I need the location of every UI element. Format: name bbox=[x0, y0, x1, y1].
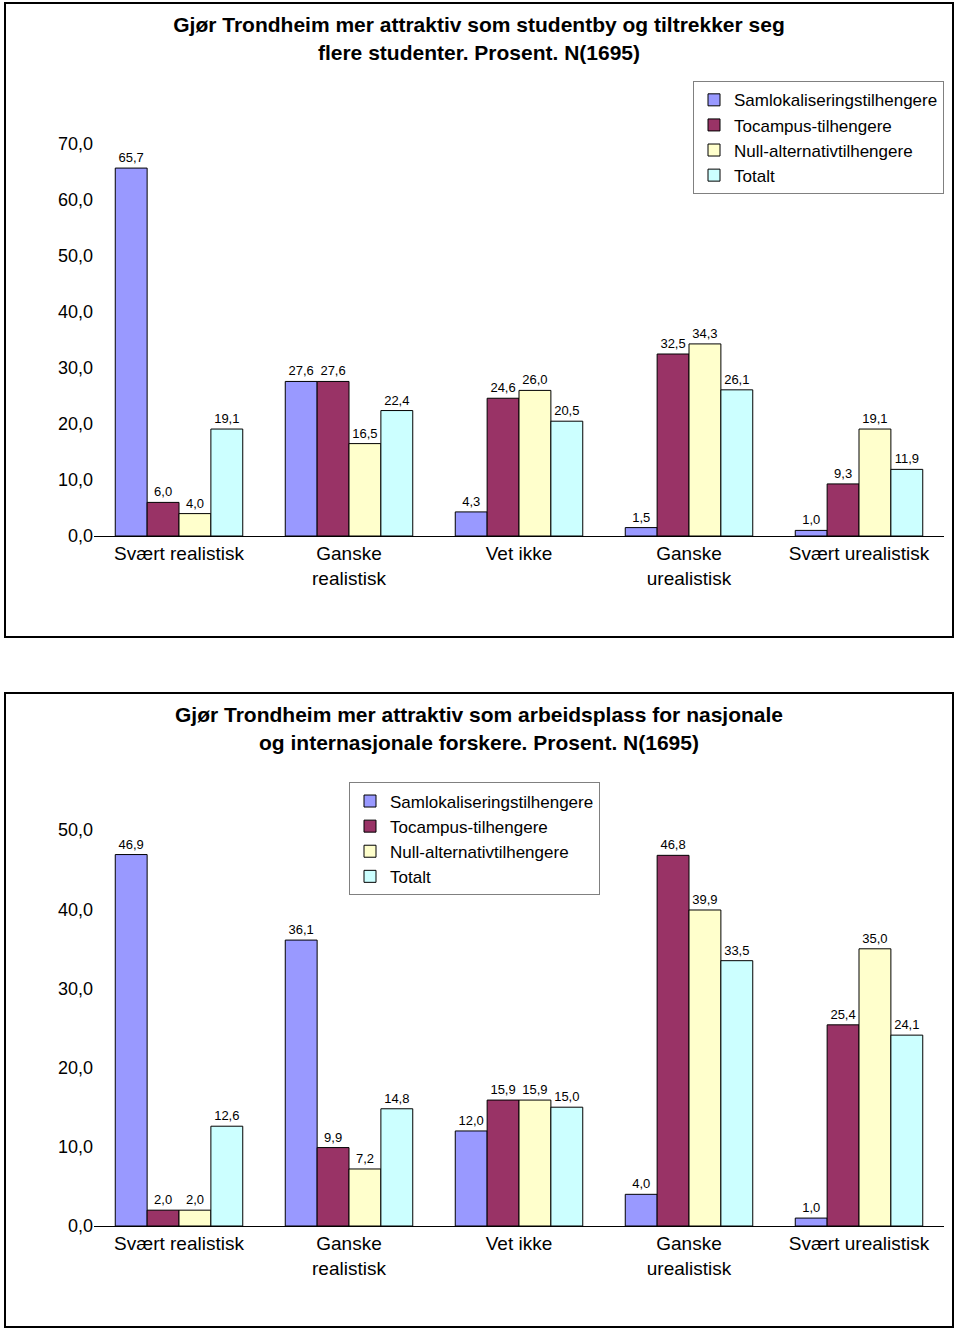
svg-text:20,0: 20,0 bbox=[58, 1058, 93, 1078]
svg-text:Null-alternativtilhengere: Null-alternativtilhengere bbox=[734, 142, 913, 161]
svg-text:Svært realistisk: Svært realistisk bbox=[114, 1233, 244, 1254]
svg-text:14,8: 14,8 bbox=[384, 1091, 409, 1106]
svg-text:10,0: 10,0 bbox=[58, 1137, 93, 1157]
svg-text:32,5: 32,5 bbox=[660, 336, 685, 351]
svg-text:27,6: 27,6 bbox=[289, 363, 314, 378]
svg-text:Ganskerealistisk: Ganskerealistisk bbox=[312, 543, 386, 589]
svg-text:10,0: 10,0 bbox=[58, 470, 93, 490]
svg-text:11,9: 11,9 bbox=[895, 451, 919, 466]
svg-text:20,5: 20,5 bbox=[554, 403, 579, 418]
svg-text:50,0: 50,0 bbox=[58, 246, 93, 266]
svg-text:20,0: 20,0 bbox=[58, 414, 93, 434]
svg-text:Vet ikke: Vet ikke bbox=[486, 1233, 553, 1254]
svg-text:30,0: 30,0 bbox=[58, 979, 93, 999]
svg-text:16,5: 16,5 bbox=[352, 426, 377, 441]
svg-text:22,4: 22,4 bbox=[384, 393, 409, 408]
svg-text:4,3: 4,3 bbox=[462, 494, 480, 509]
svg-text:1,5: 1,5 bbox=[632, 510, 650, 525]
svg-text:46,9: 46,9 bbox=[119, 837, 144, 852]
svg-text:Svært urealistisk: Svært urealistisk bbox=[789, 1233, 930, 1254]
svg-text:Ganskerealistisk: Ganskerealistisk bbox=[312, 1233, 386, 1279]
svg-text:35,0: 35,0 bbox=[862, 931, 887, 946]
svg-text:Ganskeurealistisk: Ganskeurealistisk bbox=[647, 1233, 732, 1279]
svg-text:Svært realistisk: Svært realistisk bbox=[114, 543, 244, 564]
svg-text:40,0: 40,0 bbox=[58, 900, 93, 920]
svg-text:Ganskeurealistisk: Ganskeurealistisk bbox=[647, 543, 732, 589]
svg-text:65,7: 65,7 bbox=[119, 150, 144, 165]
svg-text:1,0: 1,0 bbox=[802, 512, 820, 527]
svg-text:Vet ikke: Vet ikke bbox=[486, 543, 553, 564]
svg-text:Totalt: Totalt bbox=[390, 868, 431, 887]
svg-text:Gjør Trondheim mer attraktiv s: Gjør Trondheim mer attraktiv som arbeids… bbox=[175, 703, 783, 753]
svg-text:24,1: 24,1 bbox=[894, 1017, 919, 1032]
svg-text:12,6: 12,6 bbox=[214, 1108, 239, 1123]
svg-text:2,0: 2,0 bbox=[154, 1192, 172, 1207]
svg-text:19,1: 19,1 bbox=[214, 411, 239, 426]
svg-text:9,9: 9,9 bbox=[324, 1130, 342, 1145]
svg-text:6,0: 6,0 bbox=[154, 484, 172, 499]
svg-text:Samlokaliseringstilhengere: Samlokaliseringstilhengere bbox=[734, 91, 937, 110]
svg-text:39,9: 39,9 bbox=[692, 892, 717, 907]
svg-text:27,6: 27,6 bbox=[320, 363, 345, 378]
svg-text:1,0: 1,0 bbox=[802, 1200, 820, 1215]
svg-text:24,6: 24,6 bbox=[490, 380, 515, 395]
svg-text:50,0: 50,0 bbox=[58, 820, 93, 840]
svg-text:34,3: 34,3 bbox=[692, 326, 717, 341]
svg-text:26,1: 26,1 bbox=[724, 372, 749, 387]
svg-text:Samlokaliseringstilhengere: Samlokaliseringstilhengere bbox=[390, 793, 593, 812]
svg-text:60,0: 60,0 bbox=[58, 190, 93, 210]
svg-text:Svært urealistisk: Svært urealistisk bbox=[789, 543, 930, 564]
svg-text:46,8: 46,8 bbox=[660, 837, 685, 852]
svg-text:15,9: 15,9 bbox=[490, 1082, 515, 1097]
svg-text:4,0: 4,0 bbox=[632, 1176, 650, 1191]
svg-text:2,0: 2,0 bbox=[186, 1192, 204, 1207]
svg-text:12,0: 12,0 bbox=[459, 1113, 484, 1128]
svg-text:Tocampus-tilhengere: Tocampus-tilhengere bbox=[734, 117, 892, 136]
svg-text:70,0: 70,0 bbox=[58, 134, 93, 154]
svg-text:36,1: 36,1 bbox=[289, 922, 314, 937]
svg-text:7,2: 7,2 bbox=[356, 1151, 374, 1166]
svg-text:Null-alternativtilhengere: Null-alternativtilhengere bbox=[390, 843, 569, 862]
svg-text:25,4: 25,4 bbox=[830, 1007, 855, 1022]
svg-text:26,0: 26,0 bbox=[522, 372, 547, 387]
svg-text:0,0: 0,0 bbox=[68, 1216, 93, 1236]
svg-text:30,0: 30,0 bbox=[58, 358, 93, 378]
svg-text:0,0: 0,0 bbox=[68, 526, 93, 546]
svg-text:40,0: 40,0 bbox=[58, 302, 93, 322]
svg-text:33,5: 33,5 bbox=[724, 943, 749, 958]
svg-text:15,0: 15,0 bbox=[554, 1089, 579, 1104]
svg-text:9,3: 9,3 bbox=[834, 466, 852, 481]
svg-text:4,0: 4,0 bbox=[186, 496, 204, 511]
svg-text:Gjør Trondheim mer attraktiv s: Gjør Trondheim mer attraktiv som student… bbox=[173, 13, 784, 63]
svg-text:15,9: 15,9 bbox=[522, 1082, 547, 1097]
svg-text:19,1: 19,1 bbox=[862, 411, 887, 426]
svg-text:Totalt: Totalt bbox=[734, 167, 775, 186]
svg-text:Tocampus-tilhengere: Tocampus-tilhengere bbox=[390, 818, 548, 837]
